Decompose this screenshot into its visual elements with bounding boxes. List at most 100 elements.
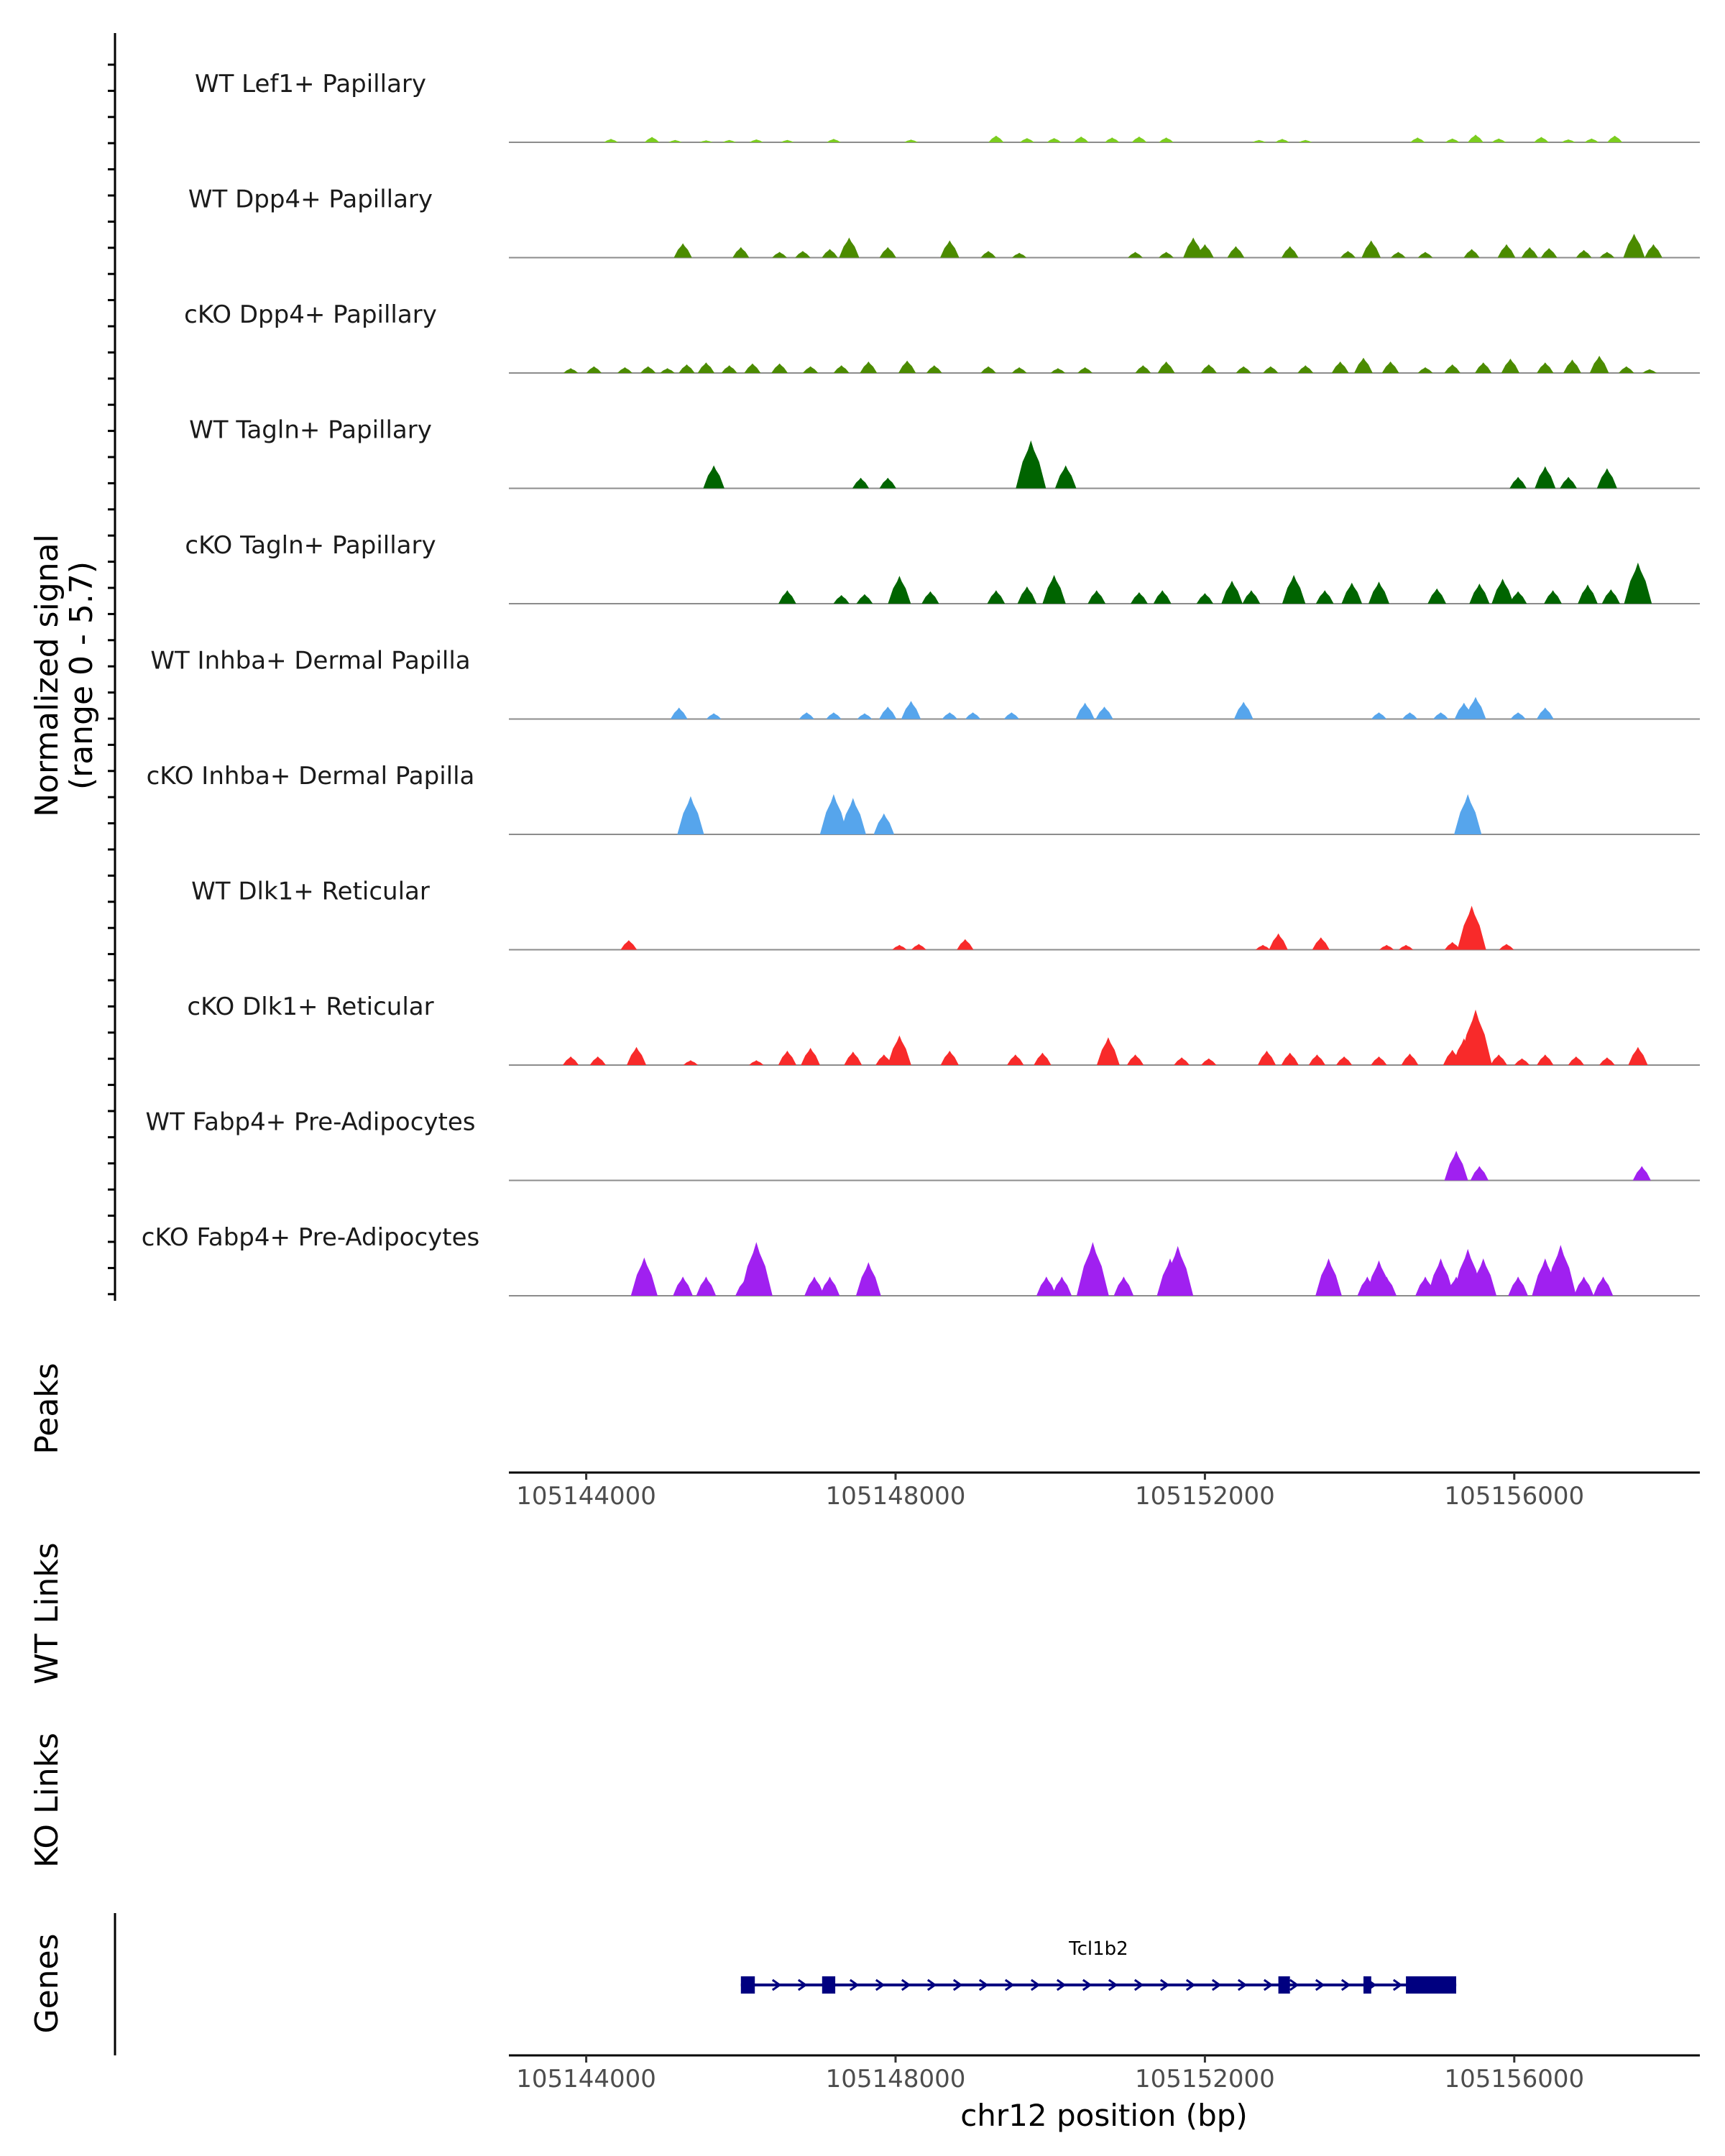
coverage-peak: [706, 713, 722, 719]
coverage-peak: [1521, 247, 1538, 258]
coverage-peak: [1584, 138, 1599, 142]
coverage-peak: [826, 712, 842, 719]
coverage-peak: [856, 594, 873, 604]
coverage-peak: [855, 1262, 881, 1296]
x-tick-label: 105152000: [1135, 1482, 1275, 1511]
coverage-peak: [1544, 590, 1562, 604]
strand-arrow: [1289, 1978, 1300, 1991]
coverage-peak: [860, 361, 878, 373]
coverage-peak: [1490, 1054, 1507, 1065]
coverage-peak: [1096, 1037, 1120, 1065]
x-tick-label: 105148000: [826, 2065, 966, 2093]
coverage-peak: [1312, 937, 1330, 950]
track-label: cKO Fabp4+ Pre-Adipocytes: [142, 1223, 480, 1252]
coverage-peak: [1095, 706, 1113, 719]
coverage-peak: [703, 465, 724, 489]
coverage-peak: [857, 713, 873, 719]
coverage-peak: [673, 243, 692, 258]
coverage-peak: [957, 939, 974, 950]
coverage-peak: [804, 1276, 824, 1296]
coverage-peak: [1050, 368, 1066, 373]
gene-exon: [822, 1976, 836, 1994]
coverage-peak: [1632, 1166, 1651, 1181]
coverage-peak: [1644, 244, 1662, 258]
coverage-peak: [887, 1035, 911, 1065]
coverage-peak: [1159, 252, 1174, 258]
coverage-peak: [1417, 367, 1433, 373]
coverage-peak: [1126, 1054, 1144, 1065]
coverage-peak: [942, 712, 957, 719]
coverage-peak: [749, 1060, 764, 1065]
coverage-peak: [1491, 579, 1514, 604]
strand-arrow: [1263, 1978, 1274, 1991]
coverage-peak: [901, 701, 921, 719]
coverage-peak: [1601, 589, 1620, 604]
x-tick-label: 105144000: [516, 2065, 656, 2093]
coverage-peak: [1427, 588, 1446, 604]
coverage-peak: [1016, 440, 1046, 489]
coverage-peak: [879, 706, 897, 719]
strand-arrow: [1315, 1978, 1325, 1991]
gene-track: Tcl1b2: [740, 1938, 1457, 1994]
coverage-peak: [1427, 1258, 1454, 1296]
coverage-peak: [1157, 361, 1175, 373]
coverage-peak: [1036, 1276, 1057, 1296]
coverage-peak: [1019, 138, 1034, 142]
coverage-peak: [1514, 1058, 1530, 1065]
gene-label: Tcl1b2: [1068, 1938, 1128, 1960]
coverage-peak: [771, 363, 788, 373]
coverage-peak: [640, 366, 656, 373]
track-label: WT Tagln+ Papillary: [189, 416, 432, 445]
coverage-peak: [1075, 702, 1095, 719]
coverage-peak: [1536, 707, 1554, 719]
track-0: WT Lef1+ Papillary: [195, 70, 1700, 143]
coverage-peak: [1315, 590, 1334, 604]
coverage-peak: [1379, 944, 1394, 950]
strand-arrow: [901, 1978, 911, 1991]
coverage-peak: [1535, 466, 1556, 489]
coverage-peak: [1381, 361, 1399, 373]
coverage-peak: [903, 139, 919, 142]
x-tick-label: 105148000: [826, 1482, 966, 1511]
coverage-peak: [1335, 1056, 1353, 1065]
coverage-peak: [1331, 361, 1349, 373]
coverage-peak: [1607, 135, 1623, 142]
coverage-peak: [1255, 944, 1271, 950]
coverage-peak: [699, 140, 713, 142]
coverage-peak: [1281, 1052, 1299, 1065]
coverage-y-ticks: [108, 63, 115, 1296]
coverage-peak: [1534, 137, 1549, 142]
genes-x-ticks: 105144000 105148000 105152000 105156000: [516, 2055, 1584, 2093]
coverage-peak: [772, 252, 787, 258]
coverage-peak: [617, 367, 632, 373]
coverage-peak: [1445, 138, 1460, 142]
coverage-peak: [1196, 593, 1213, 604]
coverage-peak: [1128, 252, 1143, 258]
strand-arrow: [875, 1978, 886, 1991]
coverage-peak: [670, 707, 688, 719]
coverage-peak: [1599, 1057, 1615, 1065]
coverage-peak: [1444, 941, 1460, 950]
track-label: cKO Dpp4+ Papillary: [184, 300, 437, 329]
coverage-peak: [1017, 586, 1037, 604]
coverage-peak: [921, 591, 939, 604]
coverage-peak: [1135, 365, 1151, 373]
coverage-peak: [1042, 575, 1066, 604]
coverage-peak: [1619, 366, 1634, 373]
coverage-peak: [677, 796, 704, 834]
coverage-peak: [721, 365, 737, 373]
coverage-peak: [1297, 365, 1314, 373]
strand-arrow: [926, 1978, 937, 1991]
coverage-peak: [696, 1276, 717, 1296]
strand-arrow: [797, 1978, 808, 1991]
coverage-peak: [1573, 1276, 1594, 1296]
coverage-peak: [1599, 252, 1615, 258]
coverage-peak: [1563, 359, 1581, 373]
coverage-peak: [875, 1054, 893, 1065]
coverage-peak: [1034, 1052, 1052, 1065]
coverage-peak: [1073, 137, 1089, 142]
coverage-peak: [1628, 1046, 1648, 1065]
track-label: WT Fabp4+ Pre-Adipocytes: [146, 1108, 476, 1137]
coverage-peak: [673, 1276, 693, 1296]
coverage-peak: [1508, 1276, 1528, 1296]
